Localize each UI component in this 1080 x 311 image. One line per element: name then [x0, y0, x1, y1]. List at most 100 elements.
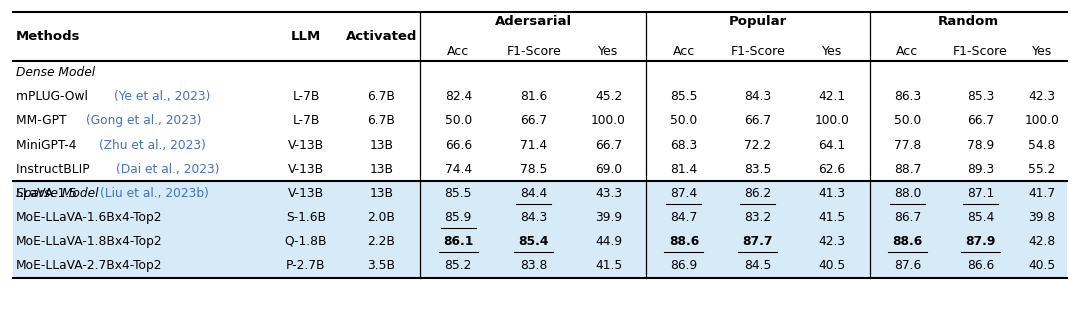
Text: 2.2B: 2.2B	[367, 235, 395, 248]
Text: Acc: Acc	[896, 45, 918, 58]
Text: 88.0: 88.0	[893, 187, 921, 200]
Text: 66.7: 66.7	[521, 114, 548, 128]
Text: 50.0: 50.0	[445, 114, 472, 128]
Text: 69.0: 69.0	[595, 163, 622, 176]
Text: 3.5B: 3.5B	[367, 259, 395, 272]
Text: 84.7: 84.7	[671, 211, 698, 224]
Text: L-7B: L-7B	[293, 90, 320, 103]
Text: 78.9: 78.9	[967, 138, 995, 151]
Text: Sparse Model: Sparse Model	[16, 187, 98, 200]
Text: LLM: LLM	[291, 30, 321, 43]
Text: 84.3: 84.3	[744, 90, 771, 103]
Text: Acc: Acc	[447, 45, 470, 58]
Text: LLaVA-1.5: LLaVA-1.5	[16, 187, 81, 200]
Text: 41.3: 41.3	[819, 187, 846, 200]
Text: S-1.6B: S-1.6B	[286, 211, 326, 224]
Text: 50.0: 50.0	[894, 114, 921, 128]
Text: 87.6: 87.6	[894, 259, 921, 272]
Text: V-13B: V-13B	[288, 163, 324, 176]
Text: 41.5: 41.5	[819, 211, 846, 224]
Text: Yes: Yes	[598, 45, 619, 58]
Text: 84.5: 84.5	[744, 259, 771, 272]
Text: 42.3: 42.3	[819, 235, 846, 248]
Text: Yes: Yes	[1031, 45, 1052, 58]
Text: 85.4: 85.4	[967, 211, 995, 224]
Text: 100.0: 100.0	[591, 114, 626, 128]
Text: 87.4: 87.4	[671, 187, 698, 200]
Text: Popular: Popular	[729, 15, 787, 28]
Text: 13B: 13B	[369, 163, 393, 176]
Text: 78.5: 78.5	[519, 163, 548, 176]
Text: 42.1: 42.1	[819, 90, 846, 103]
Text: 85.9: 85.9	[445, 211, 472, 224]
Text: MM-GPT: MM-GPT	[16, 114, 70, 128]
Text: 39.8: 39.8	[1028, 211, 1055, 224]
Text: MoE-LLaVA-1.8Bx4-Top2: MoE-LLaVA-1.8Bx4-Top2	[16, 235, 163, 248]
Text: Activated: Activated	[346, 30, 417, 43]
Text: Methods: Methods	[16, 30, 81, 43]
Text: 77.8: 77.8	[894, 138, 921, 151]
Text: (Dai et al., 2023): (Dai et al., 2023)	[117, 163, 219, 176]
Text: 85.2: 85.2	[445, 259, 472, 272]
Text: 84.3: 84.3	[521, 211, 548, 224]
Text: 85.5: 85.5	[670, 90, 698, 103]
Text: 87.7: 87.7	[742, 235, 773, 248]
Text: (Liu et al., 2023b): (Liu et al., 2023b)	[100, 187, 208, 200]
Text: V-13B: V-13B	[288, 187, 324, 200]
Text: Adersarial: Adersarial	[495, 15, 571, 28]
Text: Q-1.8B: Q-1.8B	[285, 235, 327, 248]
Text: mPLUG-Owl: mPLUG-Owl	[16, 90, 92, 103]
Text: 86.6: 86.6	[967, 259, 995, 272]
Text: 43.3: 43.3	[595, 187, 622, 200]
Text: 86.7: 86.7	[894, 211, 921, 224]
Text: 86.2: 86.2	[744, 187, 771, 200]
Text: 66.7: 66.7	[744, 114, 771, 128]
Text: L-7B: L-7B	[293, 114, 320, 128]
Text: 66.7: 66.7	[595, 138, 622, 151]
Text: 13B: 13B	[369, 138, 393, 151]
Text: MiniGPT-4: MiniGPT-4	[16, 138, 81, 151]
Text: 87.1: 87.1	[967, 187, 995, 200]
Text: 42.3: 42.3	[1028, 90, 1055, 103]
Text: 2.0B: 2.0B	[367, 211, 395, 224]
Text: (Ye et al., 2023): (Ye et al., 2023)	[114, 90, 211, 103]
Text: 66.7: 66.7	[967, 114, 995, 128]
Text: (Gong et al., 2023): (Gong et al., 2023)	[86, 114, 202, 128]
Text: 87.9: 87.9	[966, 235, 996, 248]
Text: 44.9: 44.9	[595, 235, 622, 248]
Text: F1-Score: F1-Score	[730, 45, 785, 58]
Text: 40.5: 40.5	[819, 259, 846, 272]
Text: 83.5: 83.5	[744, 163, 771, 176]
Text: 83.8: 83.8	[519, 259, 548, 272]
Text: 81.6: 81.6	[521, 90, 548, 103]
Text: 64.1: 64.1	[819, 138, 846, 151]
Text: 88.7: 88.7	[893, 163, 921, 176]
Text: 39.9: 39.9	[595, 211, 622, 224]
Text: 42.8: 42.8	[1028, 235, 1055, 248]
Text: 88.6: 88.6	[669, 235, 699, 248]
Text: Yes: Yes	[822, 45, 842, 58]
Text: 13B: 13B	[369, 187, 393, 200]
Text: 85.4: 85.4	[518, 235, 549, 248]
Text: Random: Random	[937, 15, 999, 28]
Text: InstructBLIP: InstructBLIP	[16, 163, 94, 176]
Text: 86.9: 86.9	[671, 259, 698, 272]
Text: Dense Model: Dense Model	[16, 66, 95, 79]
Text: 6.7B: 6.7B	[367, 114, 395, 128]
Text: F1-Score: F1-Score	[507, 45, 561, 58]
Text: 88.6: 88.6	[892, 235, 922, 248]
Text: 55.2: 55.2	[1028, 163, 1055, 176]
Text: V-13B: V-13B	[288, 138, 324, 151]
Text: 41.7: 41.7	[1028, 187, 1055, 200]
Text: 74.4: 74.4	[445, 163, 472, 176]
Text: 71.4: 71.4	[521, 138, 548, 151]
Text: 100.0: 100.0	[814, 114, 849, 128]
Text: 85.3: 85.3	[967, 90, 995, 103]
Text: F1-Score: F1-Score	[954, 45, 1008, 58]
Bar	[13, 181, 1067, 278]
Text: (Zhu et al., 2023): (Zhu et al., 2023)	[99, 138, 206, 151]
Text: 40.5: 40.5	[1028, 259, 1055, 272]
Text: 86.1: 86.1	[443, 235, 473, 248]
Text: 68.3: 68.3	[671, 138, 698, 151]
Text: MoE-LLaVA-2.7Bx4-Top2: MoE-LLaVA-2.7Bx4-Top2	[16, 259, 163, 272]
